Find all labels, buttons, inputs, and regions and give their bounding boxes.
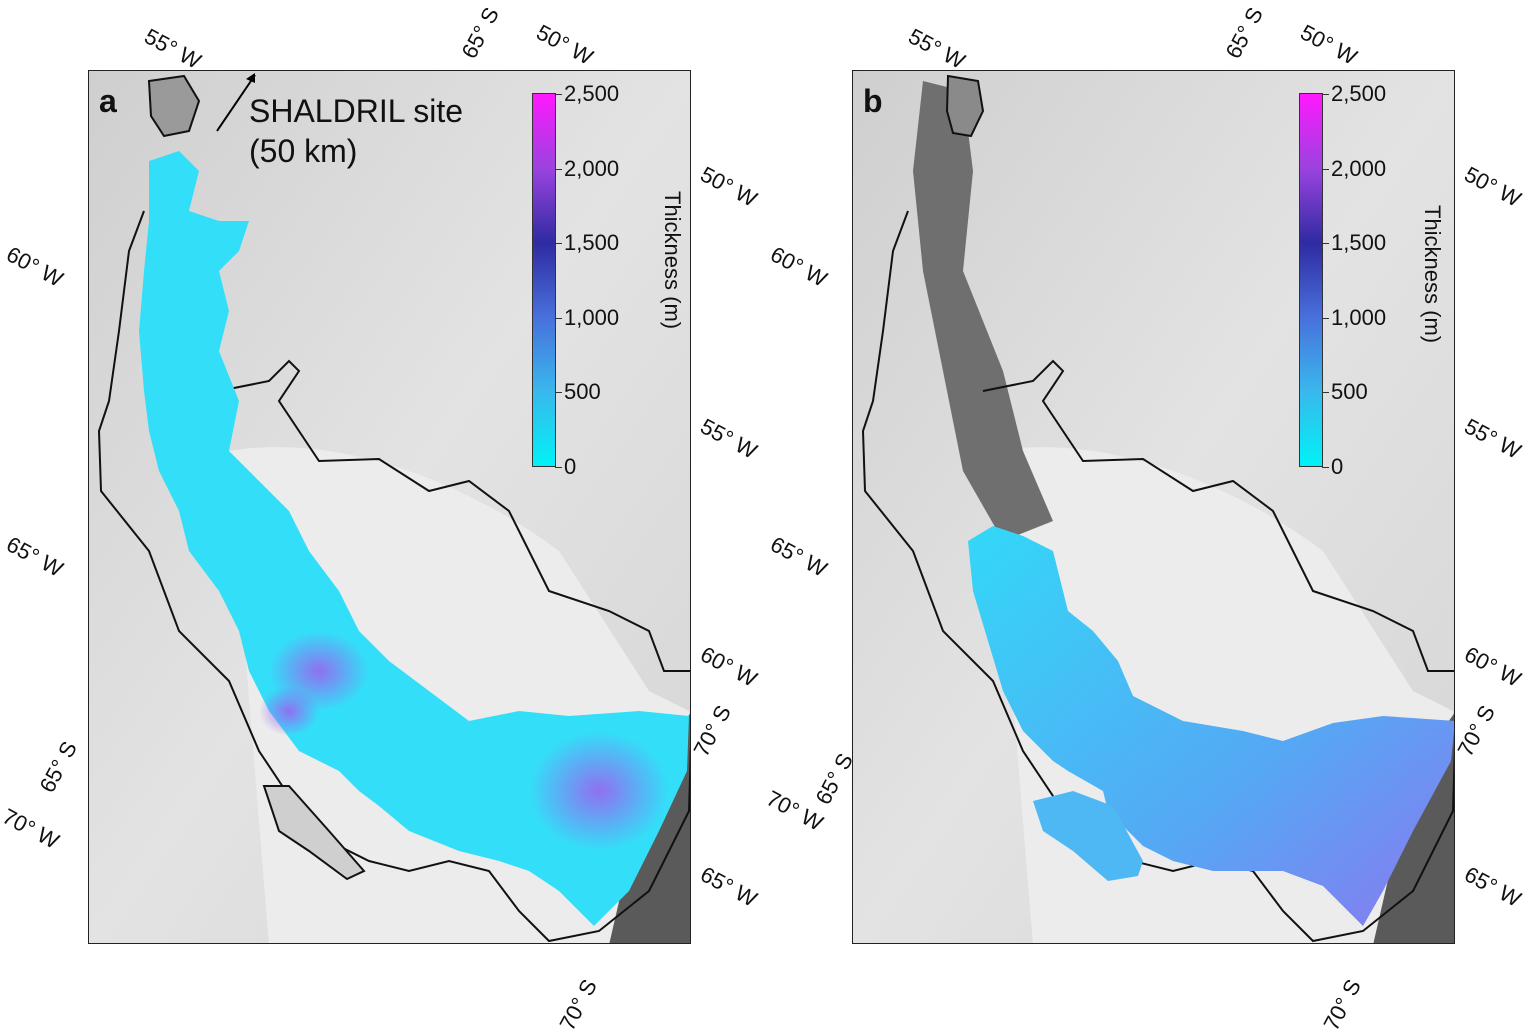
grounding-line [218,359,690,672]
graticule-label-top: 55° W [140,23,206,74]
colorbar-tick: 0 [1321,454,1344,479]
graticule-label-top: 50° W [532,19,598,70]
panel-letter: b [863,83,883,119]
colorbar-title: Thickness (m) [660,191,685,330]
graticule-label-right: 65° W [1460,861,1526,912]
graticule-label-right: 50° W [696,161,762,212]
graticule-label-top: 65° S [1220,3,1268,63]
site-annotation: SHALDRIL site (50 km) [249,91,463,171]
ice-thickness-field [139,151,689,926]
graticule-label-right: 60° W [1460,641,1526,692]
ice-thick-zone [529,731,669,851]
site-annotation-distance: (50 km) [249,133,358,169]
graticule-label-left: 60° W [2,241,68,292]
colorbar-tick: 0 [554,454,577,479]
graticule-label-right: 70° S [688,701,736,761]
colorbar-tick: 500 [555,379,601,404]
colorbar [532,93,556,467]
graticule-label-right: 50° W [1460,161,1526,212]
island [147,74,201,138]
site-arrow [216,74,256,132]
colorbar-tick: 2,500 [554,81,620,106]
colorbar [1299,93,1323,467]
map-b-canvas [853,71,1454,943]
island [262,785,366,881]
graticule-label-top: 55° W [904,23,970,74]
graticule-label-left: 60° W [766,241,832,292]
graticule-label-right: 65° W [696,861,762,912]
ice-thickness-field-island [1033,791,1143,881]
ice-thickness-field [968,526,1454,926]
colorbar-tick: 1,500 [554,230,620,255]
graticule-label-top: 50° W [1296,19,1362,70]
graticule-label-right: 60° W [696,641,762,692]
site-annotation-name: SHALDRIL site [249,93,463,129]
colorbar-tick: 1,000 [1321,305,1387,330]
graticule-label-left: 65° S [34,737,82,797]
panel-letter: a [99,83,117,119]
colorbar-tick: 2,000 [1321,156,1387,181]
graticule-label-left: 65° W [766,531,832,582]
graticule-label-top: 65° S [456,3,504,63]
colorbar-tick: 1,500 [1321,230,1387,255]
colorbar-title: Thickness (m) [1420,205,1445,344]
mountain-spine [913,81,1053,541]
map-panel-b: b 2,500 2,000 1,500 1,000 500 0 Thicknes… [852,70,1455,944]
site-arrow-head [246,73,255,83]
graticule-label-left: 65° W [2,531,68,582]
graticule-label-right: 55° W [696,413,762,464]
graticule-label-bottom: 70° S [1318,975,1366,1035]
ice-thick-zone [259,686,319,736]
graticule-label-right: 70° S [1452,701,1500,761]
graticule-label-bottom: 70° S [554,975,602,1035]
colorbar-tick: 500 [1322,379,1368,404]
map-a-canvas [89,71,690,943]
graticule-label-right: 55° W [1460,413,1526,464]
grounding-line [982,359,1454,672]
map-panel-a: a SHALDRIL site (50 km) 2,500 2,000 1,50… [88,70,691,944]
graticule-label-left: 70° W [0,803,64,854]
colorbar-tick: 1,000 [554,305,620,330]
colorbar-tick: 2,500 [1321,81,1387,106]
colorbar-tick: 2,000 [554,156,620,181]
island [945,74,985,138]
